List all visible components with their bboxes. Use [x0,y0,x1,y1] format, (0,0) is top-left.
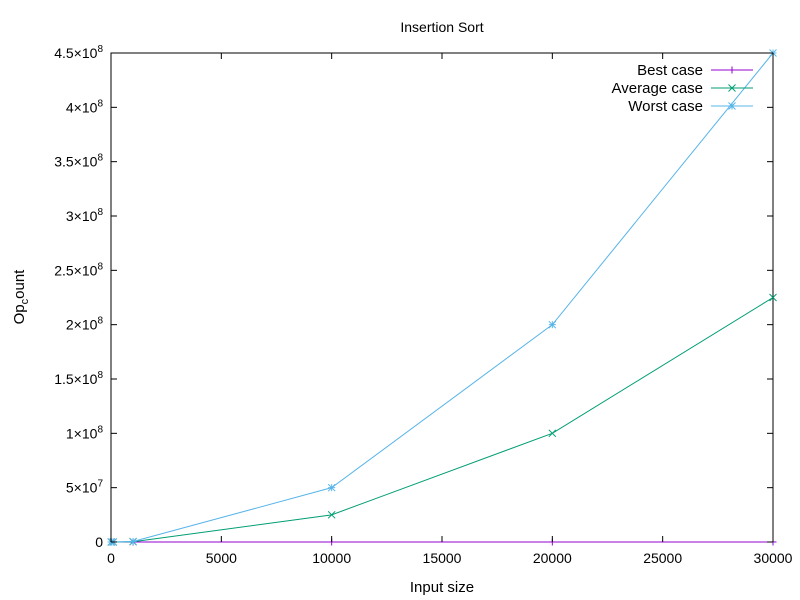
data-point-worst-case [129,537,137,546]
y-tick-label: 2.5×108 [54,261,103,278]
plot-area: 0 5000 10000 15000 20000 25000 30000 0 5×107 1×10… [54,44,792,566]
chart-title: Insertion Sort [400,19,483,35]
series-line-average-case [111,297,774,543]
y-tick-label: 0 [95,534,103,550]
x-axis-label: Input size [410,579,474,596]
y-tick-label: 3×108 [66,207,104,224]
x-tick-label: 0 [107,550,115,566]
data-point-average-case [769,293,777,302]
x-tick-label: 25000 [643,550,682,566]
y-tick-label: 2×108 [66,316,104,333]
series-layer [107,49,777,546]
y-tick-label: 3.5×108 [54,153,103,170]
x-tick-label: 20000 [533,550,572,566]
y-tick-label: 1.5×108 [54,370,103,387]
data-point-worst-case [327,483,336,492]
data-point-average-case [548,429,557,438]
legend-label-best-case: Best case [637,62,703,79]
legend-marker-worst-case [728,102,736,110]
legend-label-worst-case: Worst case [628,98,703,115]
y-axis-label-base: Op [11,304,28,324]
legend-marker-best-case [728,66,736,74]
data-point-worst-case [548,320,557,329]
y-tick-label: 4×108 [66,98,104,115]
ticks-layer: 0 5000 10000 15000 20000 25000 30000 0 5×107 1×10… [54,44,792,566]
legend-label-average-case: Average case [612,80,703,97]
data-point-average-case [327,510,336,519]
y-axis-label: Opcount [11,269,31,325]
x-tick-label: 5000 [206,550,237,566]
x-tick-label: 15000 [423,550,462,566]
y-tick-label: 1×108 [66,424,104,441]
legend-marker-average-case [728,84,736,92]
y-axis-label-sub: c [19,298,31,304]
y-tick-label: 4.5×108 [54,44,103,61]
x-tick-label: 30000 [754,550,793,566]
y-tick-label: 5×107 [66,479,104,496]
plot-frame [110,52,774,543]
x-tick-label: 10000 [312,550,351,566]
series-line-worst-case [111,52,774,543]
y-axis-label-rest: ount [11,269,28,299]
